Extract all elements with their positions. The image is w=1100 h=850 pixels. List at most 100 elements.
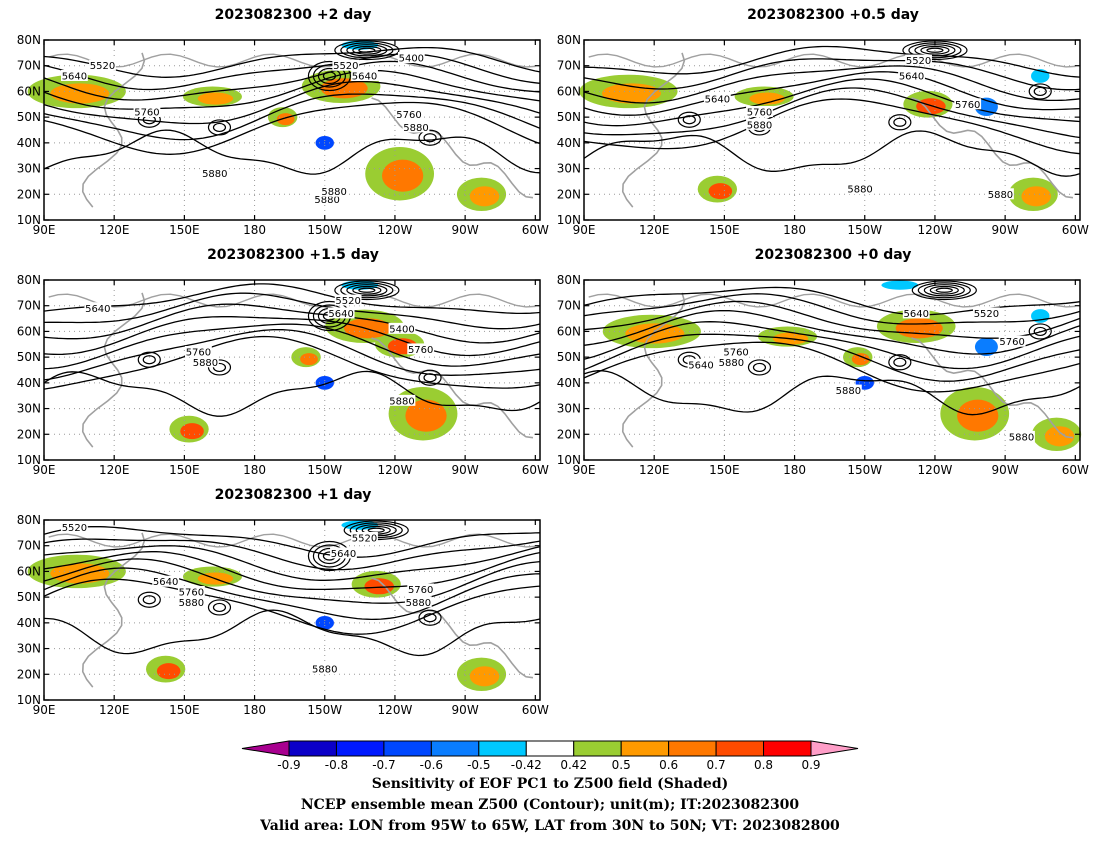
z500-contour — [346, 44, 388, 57]
contour-label-bg — [404, 596, 432, 608]
sensitivity-shading — [1044, 426, 1075, 447]
y-tick-label: 70N — [557, 299, 581, 313]
x-tick-label: 150E — [709, 463, 740, 477]
z500-contour — [137, 591, 161, 608]
map-panels: 5640552057605880588055205640540057605880… — [17, 33, 1089, 717]
x-tick-label: 150W — [847, 223, 882, 237]
z500-contour — [583, 370, 1081, 416]
z500-contour — [583, 45, 1081, 78]
z500-contour — [212, 602, 227, 613]
z500-contour — [358, 47, 376, 53]
contour-label-bg — [703, 93, 731, 105]
y-tick-label: 10N — [557, 453, 581, 467]
z500-contour — [207, 119, 232, 136]
colorbar-segment — [288, 740, 337, 757]
z500-contour — [43, 567, 541, 621]
z500-contour — [583, 58, 1081, 91]
y-tick-label: 10N — [17, 453, 41, 467]
contour-label: 5880 — [836, 386, 861, 397]
z500-contour — [43, 545, 541, 581]
contour-label: 5520 — [333, 61, 358, 72]
contour-label: 5880 — [747, 120, 772, 131]
x-tick-label: 60W — [522, 703, 549, 717]
z500-contour — [893, 357, 907, 367]
contour-label-bg — [185, 346, 212, 357]
z500-contour — [583, 71, 1081, 116]
z500-contour — [312, 64, 347, 88]
y-tick-label: 40N — [17, 136, 41, 150]
z500-contour — [334, 40, 400, 61]
z500-contour — [583, 98, 1081, 155]
contour-label-bg — [987, 188, 1014, 200]
y-tick-label: 20N — [557, 427, 581, 441]
coastline — [48, 533, 536, 548]
y-tick-label: 20N — [557, 187, 581, 201]
y-tick-label: 20N — [17, 427, 41, 441]
contour-label-bg — [388, 394, 416, 406]
contour-label-bg — [973, 307, 1000, 319]
contour-label-bg — [89, 59, 116, 71]
panel-title-4: 2023082300 +0 day — [754, 247, 912, 263]
sensitivity-shading — [364, 578, 394, 595]
y-tick-label: 10N — [17, 693, 41, 707]
y-tick-label: 60N — [557, 84, 581, 98]
panel-title-1: 2023082300 +2 day — [214, 7, 372, 23]
coastline — [911, 337, 1074, 439]
z500-contour — [583, 286, 1081, 316]
contour-label: 5640 — [903, 309, 928, 320]
contour-label: 5520 — [335, 296, 360, 307]
map-frame — [43, 279, 541, 461]
colorbar-high-triangle — [810, 740, 859, 757]
z500-contour — [583, 321, 1081, 370]
z500-contour — [43, 370, 541, 417]
z500-contour — [929, 285, 959, 295]
x-tick-label: 60W — [522, 223, 549, 237]
y-tick-label: 40N — [557, 136, 581, 150]
coastline — [371, 577, 534, 679]
contour-label: 5760 — [747, 108, 772, 119]
z500-contour — [418, 369, 442, 386]
map-frame — [583, 279, 1081, 461]
sensitivity-shading — [881, 280, 919, 290]
sensitivity-shading — [469, 186, 500, 207]
y-tick-label: 70N — [557, 59, 581, 73]
contour-label-bg — [177, 596, 205, 608]
x-tick-label: 120W — [378, 463, 413, 477]
y-tick-label: 80N — [17, 33, 41, 47]
x-tick-label: 60W — [522, 463, 549, 477]
y-tick-label: 80N — [17, 273, 41, 287]
z500-contour — [423, 373, 437, 383]
sensitivity-shading — [957, 399, 999, 432]
contour-label-bg — [61, 521, 88, 533]
x-tick-label: 90E — [573, 463, 596, 477]
colorbar-segment — [335, 740, 385, 757]
z500-contour — [1028, 323, 1052, 340]
sensitivity-shading — [50, 83, 110, 104]
z500-contour — [43, 329, 541, 381]
contour-label-bg — [407, 343, 435, 355]
y-tick-label: 30N — [17, 162, 41, 176]
colorbar-segment — [478, 740, 527, 757]
z500-contour — [358, 287, 376, 293]
y-tick-label: 80N — [17, 513, 41, 527]
y-tick-label: 50N — [17, 110, 41, 124]
sensitivity-shading — [895, 318, 943, 339]
z500-contour — [43, 609, 541, 657]
sensitivity-shading — [300, 353, 318, 366]
z500-contour — [212, 122, 227, 133]
contour-label-bg — [327, 307, 355, 319]
contour-label-bg — [84, 302, 112, 314]
x-tick-label: 150W — [307, 463, 342, 477]
map-frame — [43, 519, 541, 701]
colorbar-label: -0.9 — [277, 758, 300, 772]
z500-contour — [1033, 86, 1047, 97]
coastline — [371, 97, 534, 199]
x-tick-label: 120E — [99, 223, 130, 237]
x-tick-label: 90E — [573, 223, 596, 237]
z500-contour — [207, 359, 232, 376]
contour-label: 5640 — [62, 72, 87, 83]
contour-label-bg — [192, 356, 219, 368]
z500-contour — [1028, 83, 1052, 100]
contour-label: 5880 — [321, 187, 346, 198]
